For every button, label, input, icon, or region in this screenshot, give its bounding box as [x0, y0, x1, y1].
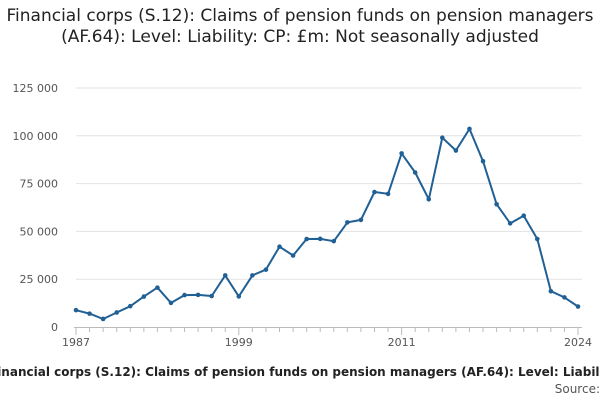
- series-caption: Financial corps (S.12): Claims of pensio…: [0, 365, 600, 379]
- x-tick-label: 2011: [388, 336, 416, 349]
- data-point: [168, 300, 174, 306]
- y-tick-label: 25 000: [20, 273, 59, 286]
- y-tick-label: 125 000: [13, 82, 59, 95]
- data-point: [345, 220, 350, 225]
- data-point: [562, 295, 567, 300]
- x-axis-tick-labels: 1987 1999 2011 2024: [62, 336, 592, 349]
- data-point: [467, 126, 472, 132]
- y-tick-label: 100 000: [13, 130, 59, 143]
- data-point: [385, 191, 391, 197]
- data-point: [87, 311, 92, 316]
- data-point: [399, 151, 404, 156]
- data-point: [372, 189, 377, 195]
- x-tick-label: 2024: [564, 336, 592, 349]
- data-point: [73, 307, 79, 313]
- data-point: [507, 221, 513, 226]
- data-point: [575, 304, 581, 309]
- data-point: [277, 244, 282, 249]
- data-point: [195, 292, 201, 298]
- y-axis-tick-labels: 0 25 000 50 000 75 000 100 000 125 000: [13, 82, 59, 334]
- data-point: [331, 238, 337, 244]
- data-point: [317, 236, 323, 242]
- data-point: [521, 213, 527, 219]
- data-point: [304, 236, 309, 242]
- data-point: [236, 294, 242, 299]
- y-tick-label: 50 000: [20, 225, 59, 238]
- series-line: [75, 127, 579, 320]
- x-tick-label: 1987: [62, 336, 90, 349]
- source-label: Source:: [554, 382, 600, 396]
- data-point: [534, 236, 540, 242]
- data-point: [155, 285, 160, 290]
- y-tick-label: 75 000: [20, 178, 59, 191]
- data-point: [209, 293, 214, 299]
- data-point: [453, 148, 459, 153]
- x-axis: [74, 327, 582, 335]
- data-point: [290, 253, 296, 258]
- data-point: [263, 267, 269, 272]
- data-point: [426, 196, 432, 202]
- data-point: [100, 316, 106, 322]
- data-point: [548, 288, 554, 294]
- x-tick-label: 1999: [225, 336, 253, 349]
- data-point: [358, 217, 364, 223]
- data-points: [73, 126, 581, 322]
- data-point: [127, 303, 133, 309]
- data-point: [412, 170, 418, 175]
- gridlines: [76, 87, 582, 280]
- data-point: [182, 292, 187, 298]
- chart-title: Financial corps (S.12): Claims of pensio…: [6, 6, 594, 47]
- data-point: [141, 294, 147, 299]
- data-point: [480, 158, 486, 164]
- series-caption-text: Financial corps (S.12): Claims of pensio…: [0, 365, 600, 379]
- data-point: [494, 201, 499, 207]
- data-point: [440, 135, 445, 141]
- data-point: [114, 310, 120, 315]
- y-tick-label: 0: [51, 321, 58, 334]
- data-point: [250, 273, 255, 278]
- data-point: [222, 273, 228, 278]
- series-line-group: [75, 127, 579, 320]
